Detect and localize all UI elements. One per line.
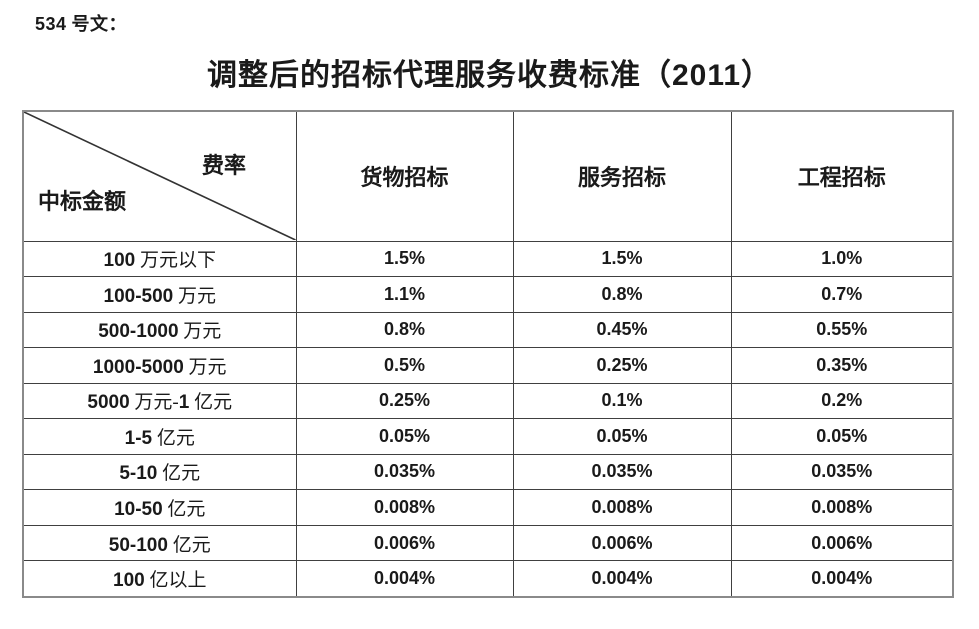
table-row: 100 万元以下 1.5% 1.5% 1.0% bbox=[22, 240, 954, 278]
fee-value: 0.006% bbox=[730, 524, 954, 562]
fee-value: 0.45% bbox=[512, 311, 732, 349]
table-row: 100-500 万元 1.1% 0.8% 0.7% bbox=[22, 276, 954, 313]
fee-value: 0.006% bbox=[512, 524, 732, 562]
row-label: 5-10 亿元 bbox=[22, 453, 297, 491]
fee-value: 0.004% bbox=[295, 560, 514, 599]
row-label: 500-1000 万元 bbox=[22, 311, 297, 349]
fee-value: 0.35% bbox=[730, 347, 954, 384]
table-row: 50-100 亿元 0.006% 0.006% 0.006% bbox=[22, 524, 954, 562]
corner-label-rate: 费率 bbox=[202, 153, 247, 179]
row-label: 10-50 亿元 bbox=[22, 489, 297, 526]
fee-value: 0.25% bbox=[295, 382, 514, 420]
fee-value: 1.1% bbox=[295, 276, 514, 313]
column-header-engineering: 工程招标 bbox=[730, 110, 954, 242]
page-title: 调整后的招标代理服务收费标准（2011） bbox=[206, 59, 773, 92]
column-header-goods: 货物招标 bbox=[295, 110, 514, 242]
diagonal-divider-line bbox=[24, 112, 296, 241]
fee-rate-table: 费率 中标金额 货物招标 服务招标 工程招标 100 万元以下 1.5% 1.5… bbox=[22, 110, 954, 599]
fee-value: 0.8% bbox=[295, 311, 514, 349]
fee-value: 0.008% bbox=[295, 489, 514, 526]
row-label: 100 万元以下 bbox=[22, 240, 297, 278]
fee-value: 0.035% bbox=[295, 453, 514, 491]
fee-value: 0.004% bbox=[512, 560, 732, 599]
fee-value: 0.1% bbox=[512, 382, 732, 420]
fee-value: 0.05% bbox=[512, 418, 732, 455]
fee-value: 0.05% bbox=[295, 418, 514, 455]
fee-value: 0.5% bbox=[295, 347, 514, 384]
column-header-services: 服务招标 bbox=[512, 110, 732, 242]
table-header-row: 费率 中标金额 货物招标 服务招标 工程招标 bbox=[22, 110, 954, 242]
fee-value: 0.2% bbox=[730, 382, 954, 420]
doc-ref-number: 534 号文： bbox=[35, 14, 128, 34]
diagonal-header-inner: 费率 中标金额 bbox=[24, 112, 296, 241]
fee-value: 0.004% bbox=[730, 560, 954, 599]
row-label: 50-100 亿元 bbox=[22, 524, 297, 562]
fee-value: 0.008% bbox=[730, 489, 954, 526]
row-label: 1000-5000 万元 bbox=[22, 347, 297, 384]
diagonal-header-cell: 费率 中标金额 bbox=[22, 110, 297, 242]
row-label: 1-5 亿元 bbox=[22, 418, 297, 455]
table-row: 1000-5000 万元 0.5% 0.25% 0.35% bbox=[22, 347, 954, 384]
fee-value: 0.7% bbox=[730, 276, 954, 313]
fee-value: 0.05% bbox=[730, 418, 954, 455]
corner-label-amount: 中标金额 bbox=[38, 189, 127, 215]
fee-value: 0.55% bbox=[730, 311, 954, 349]
fee-value: 0.035% bbox=[512, 453, 732, 491]
table-row: 100 亿以上 0.004% 0.004% 0.004% bbox=[22, 560, 954, 599]
fee-value: 0.006% bbox=[295, 524, 514, 562]
table-row: 500-1000 万元 0.8% 0.45% 0.55% bbox=[22, 311, 954, 349]
table-row: 1-5 亿元 0.05% 0.05% 0.05% bbox=[22, 418, 954, 455]
fee-value: 0.035% bbox=[730, 453, 954, 491]
fee-value: 1.5% bbox=[295, 240, 514, 278]
fee-value: 0.25% bbox=[512, 347, 732, 384]
row-label: 100-500 万元 bbox=[22, 276, 297, 313]
table-row: 5-10 亿元 0.035% 0.035% 0.035% bbox=[22, 453, 954, 491]
fee-value: 1.5% bbox=[512, 240, 732, 278]
table-row: 10-50 亿元 0.008% 0.008% 0.008% bbox=[22, 489, 954, 526]
row-label: 5000 万元-1 亿元 bbox=[22, 382, 297, 420]
fee-value: 0.008% bbox=[512, 489, 732, 526]
fee-value: 1.0% bbox=[730, 240, 954, 278]
fee-value: 0.8% bbox=[512, 276, 732, 313]
table-row: 5000 万元-1 亿元 0.25% 0.1% 0.2% bbox=[22, 382, 954, 420]
row-label: 100 亿以上 bbox=[22, 560, 297, 599]
